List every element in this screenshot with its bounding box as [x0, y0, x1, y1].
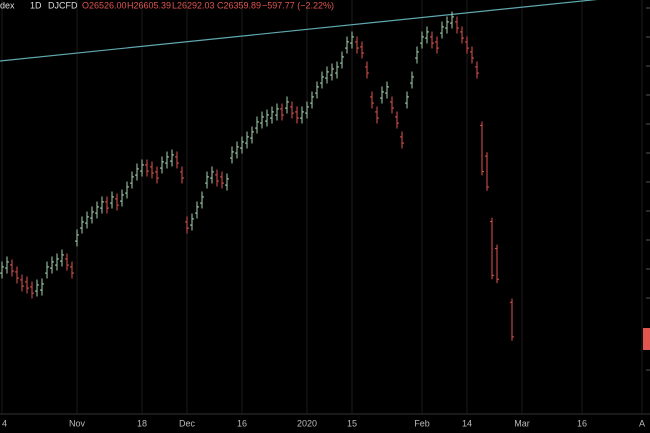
x-tick-label: 16: [237, 418, 247, 428]
x-tick-label: Mar: [514, 418, 530, 428]
trend-line: [0, 0, 598, 62]
low-readout: L26292.03: [172, 0, 215, 10]
x-tick-label: 16: [577, 418, 587, 428]
open-readout: O26526.00: [82, 0, 127, 10]
symbol: dex: [0, 0, 15, 10]
price-marker: [643, 328, 650, 350]
high-readout: H26605.39: [127, 0, 171, 10]
x-tick-label: 18: [137, 418, 147, 428]
x-tick-label: Dec: [179, 418, 196, 428]
x-tick-label: A: [639, 418, 645, 428]
x-tick-label: 15: [347, 418, 357, 428]
x-tick-label: 4: [2, 418, 7, 428]
grid: [1, 0, 643, 414]
right-scale-ticks: [646, 7, 650, 371]
interval: 1D: [30, 0, 42, 10]
x-tick-label: Feb: [414, 418, 430, 428]
header: dex 1D DJCFD O26526.00 H26605.39 L26292.…: [0, 0, 334, 10]
x-tick-label: 2020: [297, 418, 317, 428]
x-tick-label: 14: [462, 418, 472, 428]
bars: [0, 11, 514, 341]
exchange: DJCFD: [48, 0, 78, 10]
close-readout: C26359.89: [217, 0, 261, 10]
x-tick-label: Nov: [69, 418, 86, 428]
change-readout: −597.77 (−2.22%): [262, 0, 334, 10]
